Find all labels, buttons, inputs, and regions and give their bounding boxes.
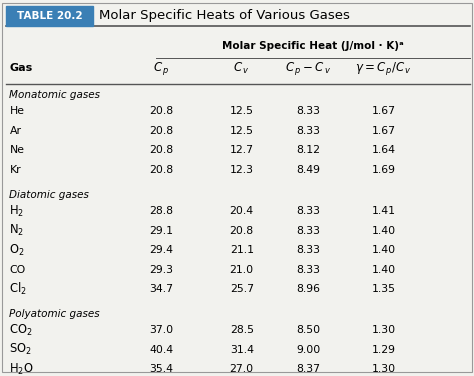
Text: 1.40: 1.40 [372,265,396,275]
Text: 8.96: 8.96 [296,284,320,294]
Text: 1.67: 1.67 [372,106,396,116]
Text: Ar: Ar [9,126,21,136]
Text: 1.30: 1.30 [372,364,396,374]
Text: 20.8: 20.8 [149,165,173,175]
Text: 8.33: 8.33 [296,265,320,275]
Text: 8.33: 8.33 [296,245,320,255]
Text: 20.8: 20.8 [149,146,173,155]
Text: 20.8: 20.8 [230,226,254,236]
Text: Diatomic gases: Diatomic gases [9,190,90,200]
Text: 9.00: 9.00 [296,345,320,355]
Text: $\mathrm{H_2}$: $\mathrm{H_2}$ [9,203,25,218]
Text: 1.69: 1.69 [372,165,396,175]
Text: Ne: Ne [9,146,25,155]
Text: 1.40: 1.40 [372,245,396,255]
Text: 1.30: 1.30 [372,325,396,335]
Text: 29.4: 29.4 [149,245,173,255]
Text: $\mathit{C}_{\,p}$: $\mathit{C}_{\,p}$ [153,60,169,77]
Text: 20.8: 20.8 [149,106,173,116]
Text: 21.0: 21.0 [230,265,254,275]
Text: He: He [9,106,25,116]
Text: 1.40: 1.40 [372,226,396,236]
Text: 25.7: 25.7 [230,284,254,294]
Text: 40.4: 40.4 [149,345,173,355]
Text: 1.41: 1.41 [372,206,396,216]
Text: 20.4: 20.4 [230,206,254,216]
Text: 8.33: 8.33 [296,126,320,136]
Text: 8.33: 8.33 [296,206,320,216]
Text: $\mathrm{N_2}$: $\mathrm{N_2}$ [9,223,25,238]
Text: Kr: Kr [9,165,21,175]
Text: Molar Specific Heats of Various Gases: Molar Specific Heats of Various Gases [99,9,350,23]
Text: 8.33: 8.33 [296,106,320,116]
Text: CO: CO [9,265,26,275]
Text: $\mathrm{Cl_2}$: $\mathrm{Cl_2}$ [9,281,27,297]
Text: 1.35: 1.35 [372,284,396,294]
Text: Monatomic gases: Monatomic gases [9,90,100,100]
Text: Polyatomic gases: Polyatomic gases [9,309,100,319]
Text: 12.5: 12.5 [230,106,254,116]
Text: 28.5: 28.5 [230,325,254,335]
Text: $\gamma = \mathit{C}_{\,p}/\mathit{C}_{\,v}$: $\gamma = \mathit{C}_{\,p}/\mathit{C}_{\… [356,60,412,77]
Text: $\mathrm{CO_2}$: $\mathrm{CO_2}$ [9,323,33,338]
Text: 12.5: 12.5 [230,126,254,136]
Text: 34.7: 34.7 [149,284,173,294]
Text: 29.3: 29.3 [149,265,173,275]
Text: 12.3: 12.3 [230,165,254,175]
Text: 1.64: 1.64 [372,146,396,155]
Text: 29.1: 29.1 [149,226,173,236]
Text: $\mathit{C}_{\,p} - \mathit{C}_{\,v}$: $\mathit{C}_{\,p} - \mathit{C}_{\,v}$ [285,60,331,77]
Text: 28.8: 28.8 [149,206,173,216]
Text: 8.33: 8.33 [296,226,320,236]
Text: 20.8: 20.8 [149,126,173,136]
Text: $\mathrm{O_2}$: $\mathrm{O_2}$ [9,243,25,258]
Text: 1.29: 1.29 [372,345,396,355]
Text: 1.67: 1.67 [372,126,396,136]
Text: 8.49: 8.49 [296,165,320,175]
Text: $\mathit{C}_{\,v}$: $\mathit{C}_{\,v}$ [234,61,250,76]
Text: TABLE 20.2: TABLE 20.2 [17,11,82,21]
Text: 8.37: 8.37 [296,364,320,374]
Text: $\mathrm{SO_2}$: $\mathrm{SO_2}$ [9,343,32,358]
Text: 12.7: 12.7 [230,146,254,155]
Text: 21.1: 21.1 [230,245,254,255]
Text: $\mathrm{H_2O}$: $\mathrm{H_2O}$ [9,362,34,376]
Text: Gas: Gas [9,64,33,73]
Text: 27.0: 27.0 [230,364,254,374]
Text: 31.4: 31.4 [230,345,254,355]
Text: 35.4: 35.4 [149,364,173,374]
Text: Molar Specific Heat (J/mol · K)ᵃ: Molar Specific Heat (J/mol · K)ᵃ [222,41,404,51]
Text: 8.50: 8.50 [296,325,320,335]
Text: 37.0: 37.0 [149,325,173,335]
Text: 8.12: 8.12 [296,146,320,155]
